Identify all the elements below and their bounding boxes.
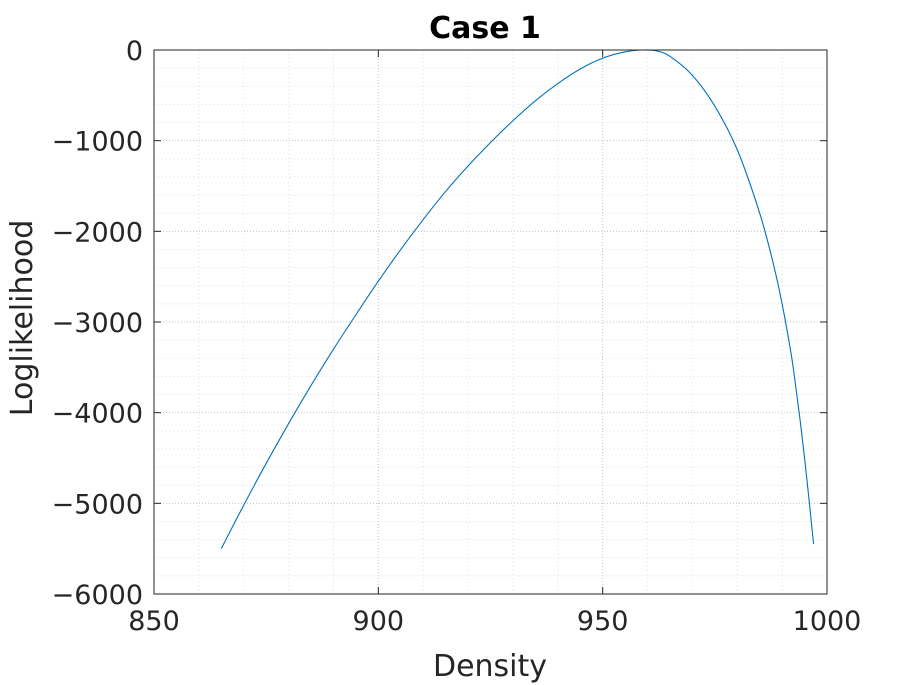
x-axis-label: Density [433, 649, 547, 684]
chart-title: Case 1 [429, 11, 541, 46]
y-tick-label: −5000 [52, 489, 143, 520]
grid [153, 49, 828, 595]
x-tick-label: 900 [353, 606, 405, 637]
y-tick-label: 0 [126, 36, 143, 67]
y-axis-label: Loglikelihood [5, 220, 40, 416]
x-tick-label: 1000 [793, 606, 862, 637]
y-tick-label: −1000 [52, 127, 143, 158]
axes [153, 49, 828, 595]
y-tick-label: −2000 [52, 217, 143, 248]
y-tick-label: −4000 [52, 399, 143, 430]
y-tick-label: −6000 [52, 580, 143, 611]
series-line [220, 49, 815, 549]
tick-labels: 850 900 950 1000 0 −1000 −2000 −3000 −4000 −5000 −… [52, 36, 862, 637]
y-tick-label: −3000 [52, 308, 143, 339]
x-tick-label: 850 [128, 606, 180, 637]
series-layer [220, 49, 815, 549]
x-tick-label: 950 [577, 606, 629, 637]
